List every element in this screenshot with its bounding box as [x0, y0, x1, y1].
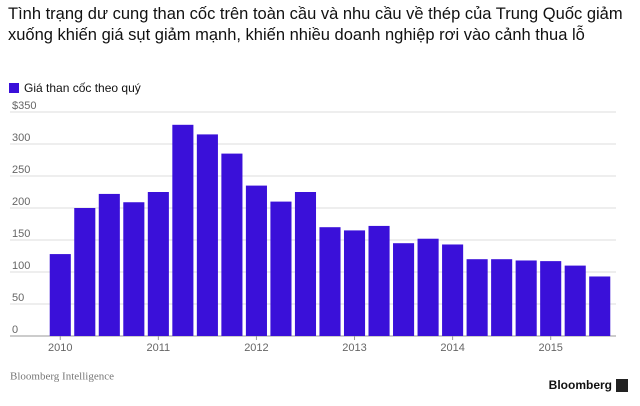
bar — [589, 276, 611, 336]
bar — [245, 185, 267, 336]
y-tick-label: 250 — [12, 164, 30, 176]
y-tick-label: 50 — [12, 292, 24, 304]
y-tick-label: $350 — [12, 100, 36, 112]
bar — [319, 227, 341, 336]
x-tick-label: 2013 — [342, 342, 366, 354]
bar — [393, 243, 415, 336]
y-tick-label: 300 — [12, 132, 30, 144]
y-tick-label: 0 — [12, 324, 18, 336]
bar — [221, 153, 243, 336]
bar — [466, 259, 488, 336]
y-tick-label: 100 — [12, 260, 30, 272]
x-tick-label: 2015 — [538, 342, 562, 354]
bar — [515, 260, 537, 336]
legend-label: Giá than cốc theo quý — [24, 81, 141, 95]
bar — [540, 261, 562, 336]
bar — [564, 265, 586, 336]
source: Bloomberg Intelligence — [10, 371, 114, 383]
chart-title: Tình trạng dư cung than cốc trên toàn cầ… — [8, 5, 623, 44]
x-tick-label: 2011 — [147, 342, 171, 354]
bar — [270, 201, 292, 336]
y-tick-label: 150 — [12, 228, 30, 240]
bar — [49, 254, 71, 336]
x-tick-label: 2010 — [48, 342, 72, 354]
bar — [98, 193, 120, 336]
bar — [442, 244, 464, 336]
legend-swatch — [9, 83, 19, 93]
bar — [172, 124, 194, 336]
x-tick-label: 2012 — [244, 342, 268, 354]
bar — [196, 134, 218, 336]
logo-icon — [616, 379, 628, 392]
logo: Bloomberg — [549, 378, 612, 392]
bar — [491, 259, 513, 336]
bar — [294, 192, 317, 336]
bar — [368, 225, 390, 336]
bar — [74, 208, 96, 336]
bar — [147, 192, 169, 336]
bar — [123, 202, 145, 336]
bar — [343, 230, 366, 336]
bar — [417, 238, 439, 336]
y-tick-label: 200 — [12, 196, 30, 208]
x-tick-label: 2014 — [440, 342, 464, 354]
